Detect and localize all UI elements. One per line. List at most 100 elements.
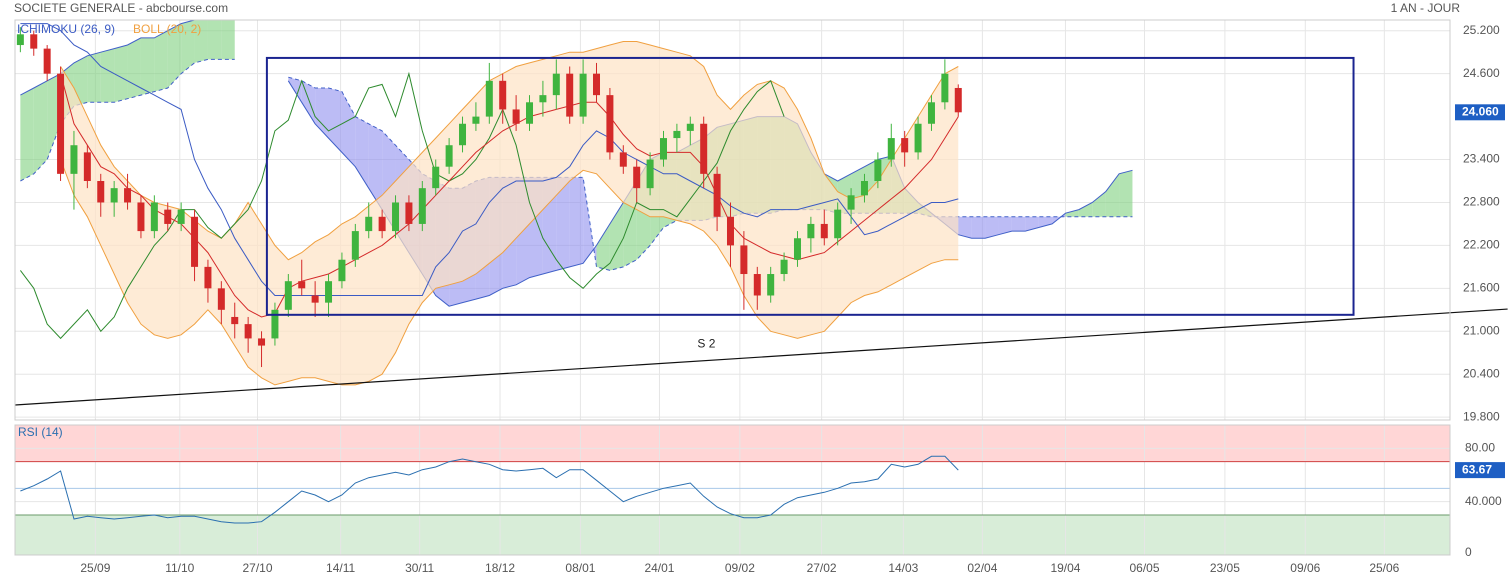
last-value-label: 63.67	[1462, 462, 1492, 476]
candle-body	[887, 138, 895, 160]
cloud-segment	[368, 123, 383, 210]
candle-body	[700, 123, 708, 174]
period-label: 1 AN - JOUR	[1391, 1, 1461, 15]
rsi-overbought-zone	[15, 425, 1450, 462]
candle-body	[459, 123, 467, 146]
candle-body	[941, 73, 949, 103]
cloud-segment	[221, 20, 235, 60]
candle-body	[526, 102, 534, 124]
x-tick-label: 08/01	[565, 561, 595, 575]
x-tick-label: 19/04	[1050, 561, 1080, 575]
cloud-segment	[985, 216, 999, 239]
candle-body	[365, 216, 373, 232]
candle-body	[311, 295, 319, 303]
cloud-segment	[556, 177, 570, 271]
cloud-segment	[194, 20, 208, 63]
x-tick-label: 27/02	[807, 561, 837, 575]
candle-body	[177, 209, 185, 224]
cloud-segment	[1011, 216, 1026, 232]
y-tick-label: 24.600	[1463, 66, 1500, 80]
cloud-segment	[127, 37, 141, 99]
candle-body	[405, 202, 413, 224]
annotation-label: S 2	[697, 336, 715, 350]
candle-body	[633, 166, 641, 189]
candle-body	[579, 73, 587, 117]
candle-body	[807, 223, 815, 239]
cloud-segment	[1092, 191, 1106, 217]
cloud-segment	[998, 216, 1012, 235]
candle-body	[713, 173, 721, 217]
x-tick-label: 14/03	[888, 561, 918, 575]
cloud-segment	[73, 55, 88, 106]
candle-body	[740, 245, 748, 275]
y-tick-label: 19.800	[1463, 409, 1500, 423]
last-value-label: 24.060	[1462, 104, 1499, 118]
legend-entry: ICHIMOKU (26, 9)	[17, 22, 115, 36]
candle-body	[258, 338, 266, 346]
x-tick-label: 27/10	[243, 561, 273, 575]
candle-body	[686, 123, 694, 131]
ichimoku-base	[20, 23, 959, 296]
cloud-segment	[181, 20, 195, 74]
candle-body	[191, 216, 199, 267]
x-tick-label: 11/10	[165, 561, 194, 575]
cloud-segment	[355, 116, 369, 189]
y-tick-label: 21.600	[1463, 281, 1500, 295]
candle-body	[927, 102, 935, 124]
rsi-line	[20, 455, 959, 524]
y-tick-label: 25.200	[1463, 23, 1500, 37]
candle-body	[954, 87, 962, 113]
candle-body	[874, 159, 882, 182]
candle-body	[271, 309, 279, 339]
candle-body	[204, 266, 212, 289]
x-tick-label: 18/12	[485, 561, 515, 575]
candle-body	[70, 145, 78, 174]
cloud-segment	[1105, 173, 1120, 217]
cloud-segment	[140, 37, 155, 96]
x-tick-label: 09/02	[725, 561, 755, 575]
y-tick-label: 22.800	[1463, 195, 1500, 209]
candle-body	[793, 238, 801, 260]
y-tick-label: 23.400	[1463, 152, 1500, 166]
candle-body	[164, 209, 172, 224]
cloud-segment	[583, 177, 597, 267]
cloud-segment	[167, 23, 182, 88]
rsi-panel-border	[14, 424, 1451, 556]
candle-body	[820, 223, 828, 239]
candle-body	[767, 274, 775, 296]
candle-body	[499, 80, 507, 110]
candle-body	[472, 116, 480, 124]
candle-body	[512, 109, 520, 124]
price-panel-border	[14, 19, 1451, 421]
candle-body	[566, 73, 574, 117]
x-tick-label: 14/11	[326, 561, 355, 575]
candle-body	[378, 216, 386, 232]
candle-body	[43, 48, 51, 74]
cloud-segment	[154, 30, 168, 92]
x-tick-label: 24/01	[644, 561, 674, 575]
candle-body	[110, 188, 118, 203]
candle-body	[753, 274, 761, 296]
candle-body	[445, 145, 453, 167]
legend-entry: BOLL (20, 2)	[133, 22, 201, 36]
candle-body	[780, 259, 788, 275]
x-tick-label: 06/05	[1129, 561, 1159, 575]
cloud-segment	[328, 87, 342, 153]
x-tick-label: 30/11	[405, 561, 434, 575]
bollinger-upper	[60, 41, 959, 261]
candle-body	[432, 166, 440, 189]
cloud-segment	[33, 80, 48, 174]
x-tick-label: 09/06	[1290, 561, 1320, 575]
bollinger-lower	[60, 159, 959, 386]
candle-body	[606, 95, 614, 153]
annotation-box	[265, 56, 1355, 316]
cloud-segment	[114, 45, 128, 103]
candle-body	[83, 152, 91, 182]
candle-body	[150, 202, 158, 232]
candle-body	[97, 181, 105, 203]
candle-body	[137, 202, 145, 232]
candle-body	[860, 181, 868, 196]
y-tick-label: 21.000	[1463, 323, 1500, 337]
y-tick-label: 80.00	[1465, 441, 1495, 455]
